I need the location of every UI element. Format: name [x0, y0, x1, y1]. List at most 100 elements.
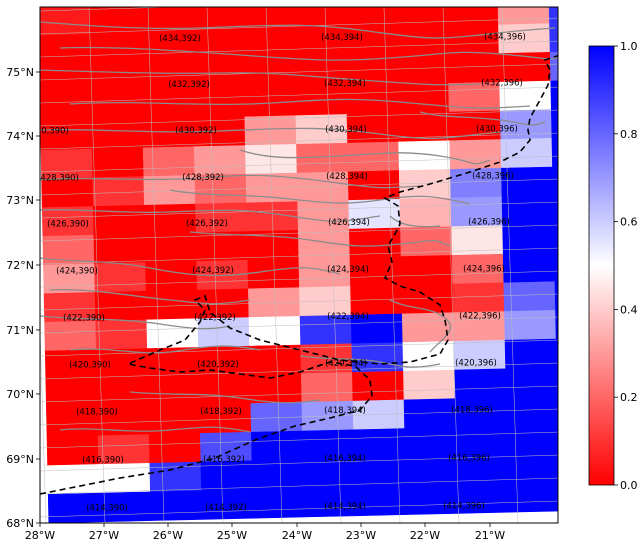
graticule-meridian	[147, 7, 165, 523]
cell-label: (422,394)	[327, 312, 369, 322]
graticule-parallel	[40, 63, 558, 81]
grid-cell	[559, 481, 611, 511]
coastline-segment	[40, 127, 501, 140]
colorbar-tick-label: 1.0	[620, 40, 638, 53]
colorbar-tick-label: 0.6	[620, 216, 638, 229]
lon-tick-label: 21°W	[475, 529, 505, 542]
lat-tick-label: 74°N	[6, 130, 34, 143]
coastline-segment	[40, 69, 481, 86]
graticule-parallel	[40, 270, 558, 288]
coastline-segment	[40, 208, 381, 222]
grid-cell	[553, 223, 558, 254]
graticule-meridian	[501, 7, 519, 523]
graticule-parallel	[40, 339, 558, 357]
grid-cell	[92, 204, 146, 236]
graticule-parallel	[40, 477, 558, 495]
cell-label: (418,390)	[76, 407, 118, 417]
grid-cell	[40, 91, 92, 122]
graticule-parallel	[40, 86, 558, 104]
cell-labels: (434,392) (434,394) (434,396) (432,392) (432…	[27, 33, 526, 514]
longitude-axis: 28°W 27°W 26°W 25°W 24°W 23°W 22°W 21°W	[25, 523, 505, 542]
coastline-segment	[389, 299, 452, 353]
grid-cell	[548, 7, 558, 24]
cell-label: (430,396)	[476, 125, 518, 135]
lon-tick-label: 26°W	[153, 529, 183, 542]
grid-cell	[198, 374, 252, 406]
cell-label: (414,394)	[324, 502, 366, 512]
graticule-parallel	[40, 316, 558, 334]
grid-cell	[40, 34, 91, 65]
grid-cell	[395, 25, 449, 57]
region-boundary	[40, 54, 558, 495]
coastline	[40, 21, 558, 433]
cell-label: (430,390)	[27, 126, 69, 136]
cell-label: (434,392)	[159, 34, 201, 44]
graticule-meridian	[561, 7, 577, 523]
grid-cell	[401, 312, 455, 343]
coastline-segment	[40, 174, 421, 189]
grid-cell	[150, 490, 203, 521]
grid-cell	[91, 147, 145, 179]
grid-cell	[47, 464, 100, 495]
cell-label: (418,396)	[451, 406, 493, 416]
grid-cell	[40, 62, 92, 94]
cell-label: (430,394)	[325, 125, 367, 135]
graticule-parallel	[40, 7, 179, 12]
graticule-meridian	[620, 7, 636, 523]
graticule-parallel	[40, 109, 558, 127]
cell-label: (432,396)	[481, 79, 523, 89]
grid-cell	[506, 424, 558, 456]
latitude-axis: 68°N 69°N 70°N 71°N 72°N 73°N 74°N 75°N	[6, 66, 40, 530]
grid-cell	[551, 137, 558, 168]
graticule-parallel	[40, 224, 558, 242]
lon-tick-label: 24°W	[282, 529, 312, 542]
grid-cell	[252, 488, 305, 519]
grid-cell	[251, 430, 304, 462]
grid-cell	[502, 252, 556, 284]
grid-cell	[403, 369, 456, 401]
grid-cell	[507, 453, 558, 484]
cell-label: (426,392)	[186, 219, 228, 229]
colorbar-gradient	[588, 45, 615, 486]
colorbar-tick-label: 0.4	[620, 303, 638, 316]
cell-label: (422,392)	[194, 313, 236, 323]
map-plot-area: (434,392) (434,394) (434,396) (432,392) (432…	[27, 7, 636, 523]
cell-label: (432,394)	[324, 79, 366, 89]
grid-cell	[397, 83, 450, 114]
cell-label: (414,396)	[443, 502, 485, 512]
grid-cell	[550, 80, 558, 110]
coastline-segment	[40, 21, 556, 39]
grid-cell	[244, 115, 297, 146]
grid-cell	[45, 378, 98, 409]
grid-cell	[94, 262, 147, 293]
graticule-meridian	[324, 7, 342, 523]
coastline-segment	[299, 355, 441, 368]
graticule-parallel	[40, 454, 558, 472]
grid-cell	[503, 281, 556, 312]
grid-cell	[396, 54, 449, 85]
cell-label: (426,390)	[47, 219, 89, 229]
grid-cell	[90, 90, 143, 121]
coastline-segment	[40, 257, 341, 277]
graticule-parallel	[40, 362, 558, 380]
grid-cell	[149, 461, 202, 493]
coastline-segment	[69, 345, 261, 354]
grid-cell	[145, 261, 198, 292]
graticule-parallel	[40, 247, 558, 265]
cell-label: (414,392)	[205, 503, 247, 513]
grid-cell	[449, 139, 502, 170]
grid-cell	[398, 169, 452, 200]
grid-cell	[552, 195, 558, 225]
cell-label: (424,396)	[463, 265, 505, 275]
colorbar-tick-label: 0.8	[620, 128, 638, 141]
cell-label: (424,390)	[56, 266, 98, 276]
coastline-segment	[189, 231, 451, 247]
colorbar-tick-label: 0.2	[620, 391, 638, 404]
grid-cell	[554, 252, 558, 282]
cell-label: (420,390)	[69, 360, 111, 370]
graticule-meridian	[265, 7, 283, 523]
grid-cell	[247, 258, 300, 290]
cell-label: (426,394)	[328, 218, 370, 228]
graticule-parallel	[40, 500, 558, 518]
coastline-segment	[59, 46, 558, 61]
